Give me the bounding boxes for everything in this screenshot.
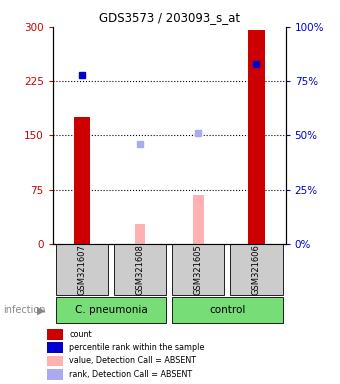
- Bar: [135, 223, 145, 244]
- Bar: [47, 356, 64, 366]
- Text: C. pneumonia: C. pneumonia: [74, 305, 147, 315]
- Bar: [172, 244, 224, 295]
- Bar: [47, 369, 64, 380]
- Text: rank, Detection Call = ABSENT: rank, Detection Call = ABSENT: [69, 370, 192, 379]
- Text: GSM321605: GSM321605: [194, 244, 203, 295]
- Text: value, Detection Call = ABSENT: value, Detection Call = ABSENT: [69, 356, 196, 366]
- Text: ▶: ▶: [37, 305, 45, 315]
- Text: count: count: [69, 330, 92, 339]
- Bar: [47, 329, 64, 340]
- Text: GSM321607: GSM321607: [77, 244, 86, 295]
- Bar: [56, 244, 108, 295]
- Bar: [74, 117, 90, 244]
- Bar: [230, 244, 283, 295]
- Title: GDS3573 / 203093_s_at: GDS3573 / 203093_s_at: [99, 11, 240, 24]
- Text: control: control: [209, 305, 245, 315]
- Text: GSM321606: GSM321606: [252, 244, 261, 295]
- Bar: [248, 30, 265, 244]
- Bar: [193, 195, 204, 244]
- Text: GSM321608: GSM321608: [136, 244, 144, 295]
- Bar: [114, 244, 166, 295]
- Bar: [47, 342, 64, 353]
- Text: infection: infection: [3, 305, 46, 315]
- Text: percentile rank within the sample: percentile rank within the sample: [69, 343, 205, 352]
- Bar: [56, 297, 166, 323]
- Bar: [172, 297, 283, 323]
